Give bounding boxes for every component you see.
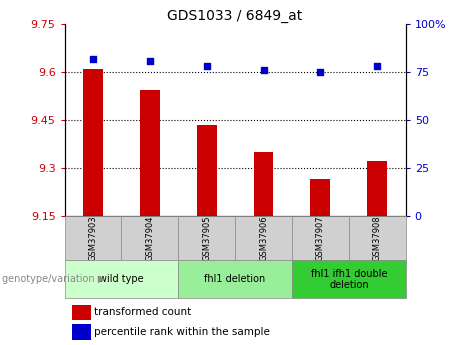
Text: GSM37904: GSM37904 — [145, 215, 154, 261]
Point — [146, 58, 154, 63]
Bar — [178, 216, 235, 260]
Text: GSM37906: GSM37906 — [259, 215, 268, 261]
Bar — [254, 152, 273, 216]
Point — [260, 67, 267, 73]
Bar — [178, 260, 292, 298]
Text: fhl1 deletion: fhl1 deletion — [205, 275, 266, 284]
Point — [373, 63, 381, 69]
Bar — [83, 69, 103, 216]
Bar — [140, 90, 160, 216]
Bar — [235, 216, 292, 260]
Point — [317, 69, 324, 75]
Bar — [65, 260, 178, 298]
Text: GSM37907: GSM37907 — [316, 215, 325, 261]
Title: GDS1033 / 6849_at: GDS1033 / 6849_at — [167, 9, 303, 23]
Bar — [197, 125, 217, 216]
Bar — [121, 216, 178, 260]
Text: GSM37908: GSM37908 — [373, 215, 382, 261]
Text: transformed count: transformed count — [94, 307, 191, 317]
Bar — [292, 260, 406, 298]
Bar — [72, 305, 91, 320]
Bar — [349, 216, 406, 260]
Bar — [72, 325, 91, 339]
Point — [89, 56, 97, 61]
Bar — [292, 216, 349, 260]
Bar — [367, 161, 387, 216]
Text: GSM37903: GSM37903 — [89, 215, 97, 261]
Bar — [65, 216, 121, 260]
Bar — [310, 179, 331, 216]
Point — [203, 63, 210, 69]
Text: wild type: wild type — [99, 275, 144, 284]
Text: fhl1 ifh1 double
deletion: fhl1 ifh1 double deletion — [311, 269, 387, 290]
Text: GSM37905: GSM37905 — [202, 215, 211, 261]
Text: percentile rank within the sample: percentile rank within the sample — [94, 327, 270, 337]
Text: genotype/variation ▶: genotype/variation ▶ — [2, 275, 106, 284]
